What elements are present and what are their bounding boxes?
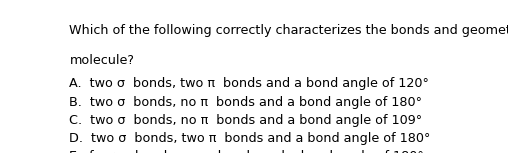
Text: E.  four σ  bonds, no π  bonds and a bond angle of 180°: E. four σ bonds, no π bonds and a bond a… xyxy=(70,150,424,153)
Text: Which of the following correctly characterizes the bonds and geometry of the: Which of the following correctly charact… xyxy=(70,24,508,37)
Text: A.  two σ  bonds, two π  bonds and a bond angle of 120°: A. two σ bonds, two π bonds and a bond a… xyxy=(70,77,429,90)
Text: B.  two σ  bonds, no π  bonds and a bond angle of 180°: B. two σ bonds, no π bonds and a bond an… xyxy=(70,95,423,108)
Text: C.  two σ  bonds, no π  bonds and a bond angle of 109°: C. two σ bonds, no π bonds and a bond an… xyxy=(70,114,423,127)
Text: D.  two σ  bonds, two π  bonds and a bond angle of 180°: D. two σ bonds, two π bonds and a bond a… xyxy=(70,132,431,145)
Text: molecule?: molecule? xyxy=(70,54,135,67)
